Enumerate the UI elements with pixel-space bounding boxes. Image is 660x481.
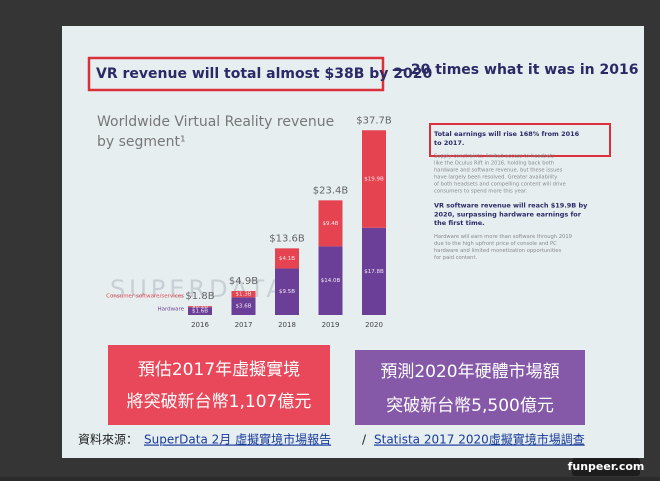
site-watermark: funpeer.com	[568, 460, 645, 473]
callout-text: 突破新台幣5,500億元	[386, 396, 554, 416]
segment-label: $14.0B	[321, 278, 341, 284]
bar-segment	[318, 246, 343, 315]
headline-box	[87, 56, 385, 92]
note-box	[429, 123, 611, 157]
bar-segment	[231, 290, 256, 298]
segment-label: $19.9B	[364, 177, 384, 183]
x-tick-label: 2019	[322, 321, 340, 329]
total-label: $1.8B	[185, 291, 214, 302]
total-label: $4.9B	[229, 276, 258, 287]
x-tick-label: 2016	[191, 321, 209, 329]
total-label: $37.7B	[356, 115, 392, 126]
segment-label: $0.2B	[192, 304, 208, 310]
total-label: $23.4B	[313, 185, 349, 196]
callout-text: 預測2020年硬體市場額	[380, 362, 559, 382]
bar-segment	[362, 227, 386, 315]
segment-label: $17.8B	[364, 269, 384, 275]
chart-title: by segment¹	[97, 134, 186, 150]
segment-label: $1.3B	[235, 292, 251, 298]
x-tick-label: 2017	[235, 321, 253, 329]
bar-segment	[362, 130, 386, 228]
callout-text: 預估2017年虛擬實境	[138, 360, 300, 380]
notes: Total earnings will rise 168% from 2016 t…	[434, 130, 588, 261]
note-highlight: Total earnings will rise 168% from 2016 t…	[434, 130, 580, 147]
x-tick-label: 2020	[365, 321, 383, 329]
note-body: Hardware will earn more than software th…	[434, 233, 572, 260]
source-link[interactable]: SuperData 2月 虛擬實境市場報告	[144, 432, 331, 447]
headline: VR revenue will total almost $38B by 202…	[96, 66, 433, 82]
segment-label: $4.1B	[279, 256, 295, 262]
segment-label: $1.6B	[192, 309, 208, 315]
segment-label: $3.6B	[235, 304, 251, 310]
source-link[interactable]: Statista 2017 2020虛擬實境市場調查	[374, 432, 585, 447]
bar-segment	[188, 307, 212, 315]
legend-label: Hardware	[157, 307, 184, 313]
bar-segment	[275, 248, 299, 269]
bar-segment	[231, 297, 256, 315]
callout	[355, 350, 585, 425]
x-tick-label: 2018	[278, 321, 296, 329]
bar-segment	[188, 306, 212, 308]
source-sep: /	[362, 433, 367, 447]
chart: $1.6B$0.2B $1.8B 2016 $3.6B $1.3B $4.9B 2017 $9…	[106, 115, 392, 329]
note-body: Supply constraints, limited access to he…	[434, 153, 566, 194]
bar-segment	[318, 200, 343, 247]
segment-label: $9.5B	[279, 289, 295, 295]
legend-label: Consumer software/services	[106, 294, 184, 300]
callout	[108, 345, 330, 425]
watermark-badge	[572, 458, 640, 476]
total-label: $13.6B	[269, 233, 305, 244]
bar-segment	[275, 268, 299, 315]
note-highlight: VR software revenue will reach $19.9B by…	[434, 202, 588, 228]
callout-text: 將突破新台幣1,107億元	[127, 392, 312, 412]
chart-title: Worldwide Virtual Reality revenue	[97, 114, 334, 130]
headline-rest: — 20 times what it was in 2016	[392, 62, 638, 78]
source-label: 資料來源：	[78, 433, 138, 447]
segment-label: $9.4B	[322, 221, 338, 227]
